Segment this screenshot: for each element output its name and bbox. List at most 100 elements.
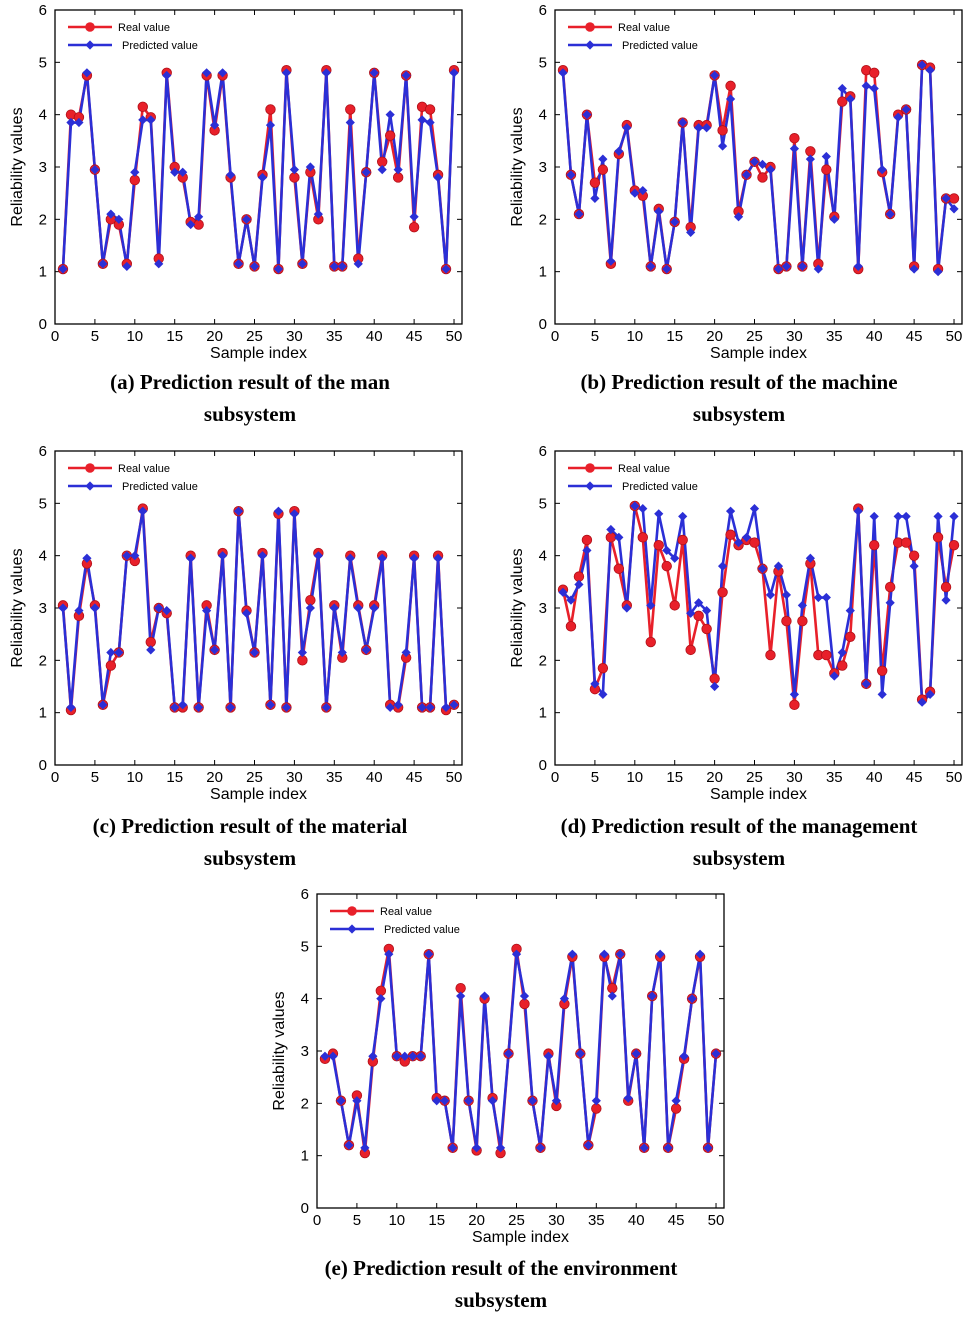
point-predicted bbox=[377, 553, 387, 563]
legend-label: Real value bbox=[380, 906, 432, 918]
point-real bbox=[408, 221, 420, 233]
y-tick-label: 4 bbox=[539, 548, 547, 565]
y-axis-label: Reliability values bbox=[509, 548, 526, 667]
point-predicted bbox=[869, 83, 879, 94]
point-predicted bbox=[757, 159, 768, 169]
chart-panel-b: 0 1 2 3 4 5 6 0 5 10 15 20 25 30 35 40 45 50 Sample index R… bbox=[500, 0, 978, 372]
y-tick-label: 3 bbox=[301, 1043, 309, 1060]
point-predicted bbox=[853, 506, 863, 516]
point-predicted bbox=[773, 561, 784, 571]
point-predicted bbox=[344, 1140, 354, 1150]
point-predicted bbox=[170, 702, 180, 713]
chart-panel-a: 0 1 2 3 4 5 6 0 5 10 15 20 25 30 35 40 45 50 Sample index R… bbox=[0, 0, 478, 372]
point-predicted bbox=[194, 702, 204, 713]
point-predicted bbox=[757, 564, 768, 574]
point-predicted bbox=[369, 603, 379, 613]
legend-label: Predicted value bbox=[122, 40, 198, 52]
point-predicted bbox=[440, 1096, 450, 1106]
point-predicted bbox=[670, 217, 680, 227]
y-tick-label: 5 bbox=[301, 938, 309, 955]
y-tick-label: 2 bbox=[539, 652, 547, 669]
x-tick-label: 30 bbox=[286, 769, 303, 786]
x-axis-label: Sample index bbox=[472, 1229, 569, 1246]
point-predicted bbox=[265, 120, 276, 130]
point-predicted bbox=[679, 1051, 689, 1061]
point-predicted bbox=[591, 1096, 601, 1106]
point-predicted bbox=[425, 702, 435, 713]
legend-label: Predicted value bbox=[622, 481, 698, 493]
x-tick-label: 40 bbox=[866, 328, 883, 345]
point-predicted bbox=[797, 261, 807, 272]
point-predicted bbox=[321, 702, 331, 713]
legend-circle-marker bbox=[585, 22, 595, 32]
caption-d-line2: subsystem bbox=[692, 846, 786, 870]
point-predicted bbox=[949, 511, 959, 522]
x-tick-label: 5 bbox=[353, 1212, 361, 1229]
point-predicted bbox=[821, 592, 831, 603]
y-tick-label: 3 bbox=[39, 159, 47, 176]
point-predicted bbox=[845, 606, 855, 616]
point-predicted bbox=[837, 83, 847, 94]
point-predicted bbox=[281, 702, 292, 713]
point-predicted bbox=[385, 702, 395, 713]
point-real bbox=[565, 621, 577, 632]
point-predicted bbox=[441, 702, 451, 713]
point-real bbox=[837, 96, 848, 107]
legend-diamond-marker bbox=[347, 924, 357, 934]
point-predicted bbox=[710, 70, 720, 81]
point-predicted bbox=[687, 994, 697, 1004]
point-predicted bbox=[98, 259, 108, 269]
y-tick-label: 4 bbox=[39, 107, 47, 124]
x-tick-label: 50 bbox=[446, 769, 463, 786]
point-predicted bbox=[702, 123, 712, 133]
point-predicted bbox=[631, 1049, 641, 1059]
x-tick-label: 20 bbox=[206, 769, 223, 786]
point-predicted bbox=[337, 261, 347, 272]
y-axis-label: Reliability values bbox=[509, 107, 526, 226]
point-real bbox=[105, 660, 117, 671]
point-real bbox=[645, 636, 656, 648]
point-predicted bbox=[805, 154, 815, 164]
x-tick-label: 0 bbox=[551, 328, 559, 345]
point-predicted bbox=[670, 553, 680, 563]
y-tick-label: 6 bbox=[301, 886, 309, 903]
point-predicted bbox=[949, 204, 959, 214]
point-real bbox=[789, 133, 800, 144]
point-predicted bbox=[313, 209, 323, 219]
point-predicted bbox=[368, 1051, 378, 1061]
point-predicted bbox=[154, 259, 164, 269]
point-real bbox=[597, 164, 609, 175]
point-predicted bbox=[114, 214, 124, 224]
point-predicted bbox=[487, 1096, 498, 1106]
x-tick-label: 10 bbox=[626, 769, 643, 786]
y-tick-label: 3 bbox=[539, 159, 547, 176]
y-tick-label: 2 bbox=[39, 652, 47, 669]
point-real bbox=[693, 610, 704, 622]
point-predicted bbox=[369, 68, 379, 78]
point-predicted bbox=[861, 81, 871, 91]
point-predicted bbox=[710, 681, 720, 692]
point-predicted bbox=[130, 167, 140, 177]
point-predicted bbox=[614, 146, 624, 156]
caption-b-line2: subsystem bbox=[692, 402, 786, 426]
point-predicted bbox=[575, 1049, 585, 1059]
x-tick-label: 10 bbox=[388, 1212, 405, 1229]
point-predicted bbox=[671, 1096, 681, 1106]
y-tick-label: 2 bbox=[301, 1095, 309, 1112]
y-tick-label: 1 bbox=[539, 264, 547, 281]
point-predicted bbox=[146, 115, 156, 125]
point-predicted bbox=[853, 261, 863, 272]
caption-e-line2: subsystem bbox=[454, 1288, 548, 1312]
x-tick-label: 30 bbox=[286, 328, 303, 345]
point-real bbox=[781, 615, 792, 627]
point-predicted bbox=[392, 1051, 402, 1061]
point-predicted bbox=[527, 1096, 538, 1106]
point-real bbox=[669, 600, 680, 611]
point-predicted bbox=[837, 647, 847, 658]
point-predicted bbox=[749, 157, 760, 167]
point-real bbox=[613, 563, 625, 574]
y-tick-label: 3 bbox=[539, 600, 547, 617]
point-real bbox=[940, 581, 952, 593]
point-predicted bbox=[409, 553, 419, 563]
